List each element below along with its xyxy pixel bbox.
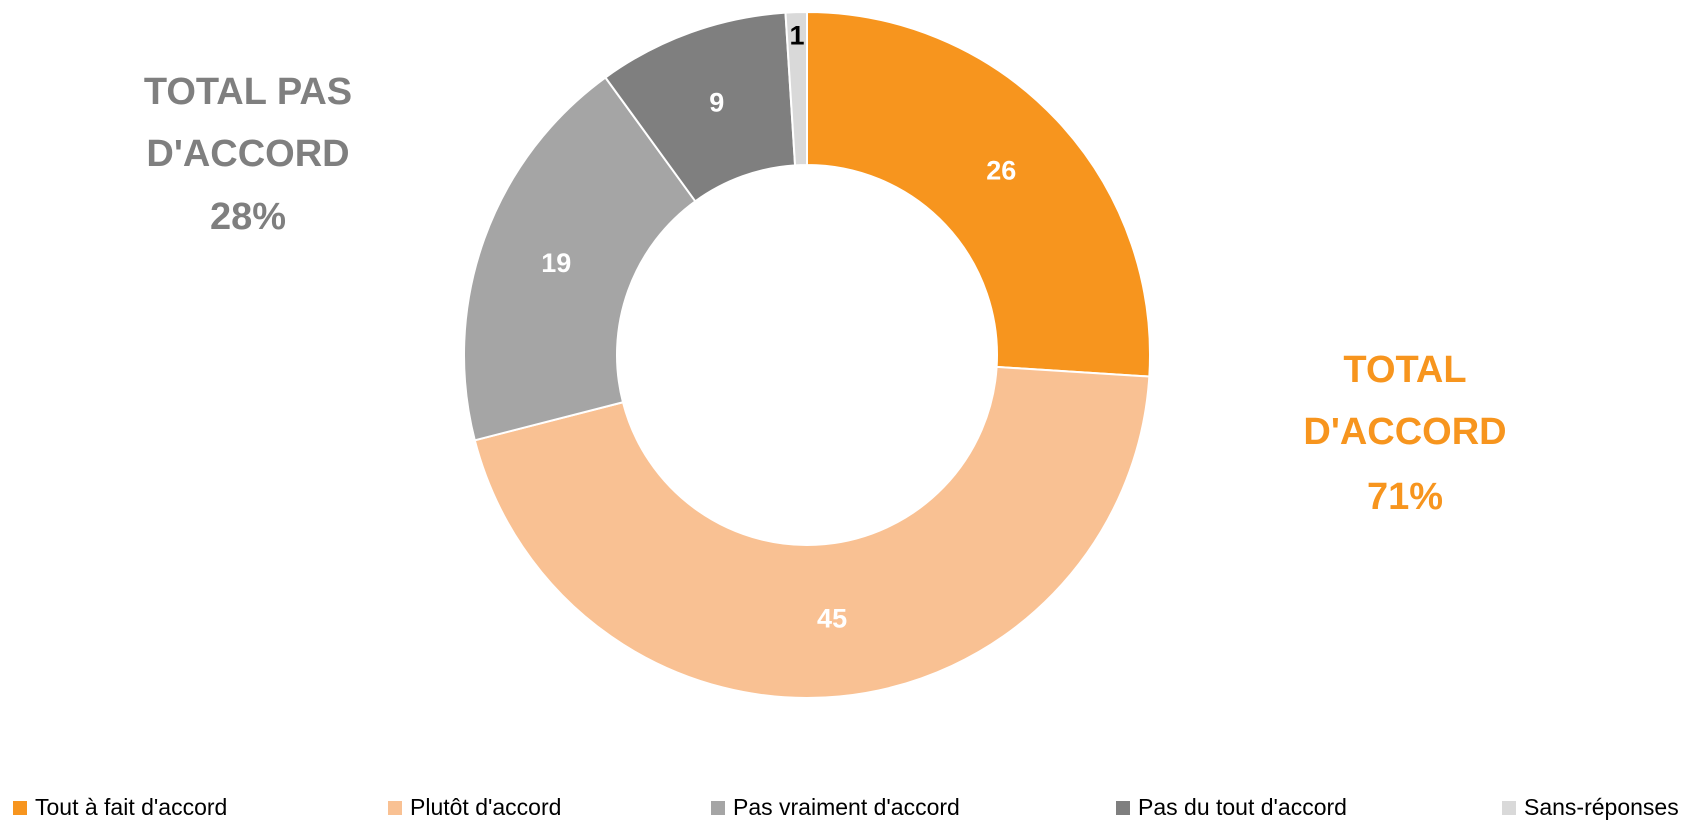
data-label: 26 (986, 156, 1016, 186)
data-label: 1 (789, 20, 804, 50)
legend-swatch (388, 801, 402, 815)
data-label: 45 (817, 603, 847, 633)
annotation: TOTAL (1343, 349, 1466, 391)
annotation: 71% (1367, 476, 1443, 518)
legend-swatch (1116, 801, 1130, 815)
donut-segment (463, 76, 697, 442)
data-label: 9 (709, 87, 724, 117)
annotation: TOTAL PAS (144, 71, 352, 113)
data-label: 19 (541, 248, 571, 278)
donut-segment (784, 10, 808, 167)
legend-swatch (13, 801, 27, 815)
annotation: D'ACCORD (1303, 411, 1506, 453)
annotation: D'ACCORD (146, 133, 349, 175)
donut-segment (473, 365, 1151, 699)
legend-swatch (1502, 801, 1516, 815)
legend-label: Plutôt d'accord (410, 794, 561, 820)
annotation: 28% (210, 196, 286, 238)
legend-swatch (711, 801, 725, 815)
donut-segment (806, 10, 1151, 378)
legend-label: Sans-réponses (1524, 794, 1679, 820)
legend-label: Pas du tout d'accord (1138, 794, 1347, 820)
legend-label: Tout à fait d'accord (35, 794, 227, 820)
legend-label: Pas vraiment d'accord (733, 794, 960, 820)
